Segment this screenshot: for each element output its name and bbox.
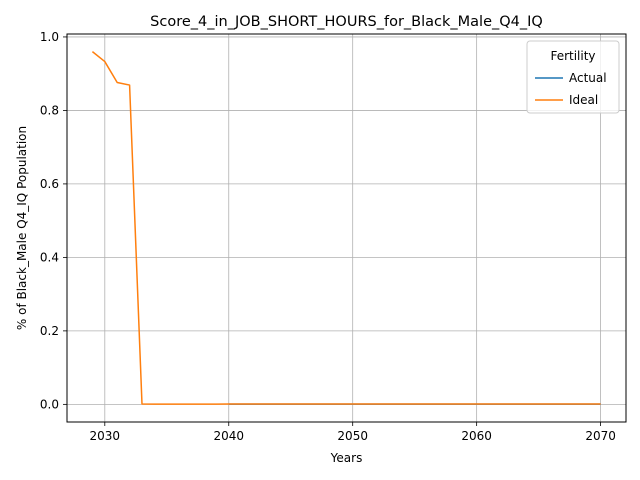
- x-axis-label: Years: [330, 451, 363, 465]
- x-tick-label: 2070: [585, 429, 616, 443]
- plot-frame: [66, 33, 627, 423]
- y-axis-label: % of Black_Male Q4_IQ Population: [15, 126, 29, 330]
- y-tick-label: 1.0: [40, 30, 59, 44]
- y-tick-label: 0.6: [40, 177, 59, 191]
- y-tick-label: 0.2: [40, 324, 59, 338]
- legend-box: [526, 40, 620, 114]
- series-line-ideal: [91, 51, 601, 405]
- legend-label: Ideal: [569, 93, 598, 107]
- legend-title: Fertility: [550, 49, 595, 63]
- x-tick-label: 2030: [90, 429, 121, 443]
- x-tick-label: 2040: [213, 429, 244, 443]
- y-tick-label: 0.0: [40, 397, 59, 411]
- chart-title: Score_4_in_JOB_SHORT_HOURS_for_Black_Mal…: [150, 14, 543, 30]
- legend: Fertility Actual Ideal: [526, 40, 620, 114]
- y-tick-label: 0.8: [40, 103, 59, 117]
- x-tick-label: 2050: [337, 429, 368, 443]
- x-axis-ticks: 2030 2040 2050 2060 2070: [90, 422, 616, 443]
- y-tick-label: 0.4: [40, 250, 59, 264]
- series-lines: [91, 51, 601, 405]
- legend-label: Actual: [569, 71, 607, 85]
- y-axis-ticks: 0.0 0.2 0.4 0.6 0.8 1.0: [40, 30, 67, 411]
- x-tick-label: 2060: [461, 429, 492, 443]
